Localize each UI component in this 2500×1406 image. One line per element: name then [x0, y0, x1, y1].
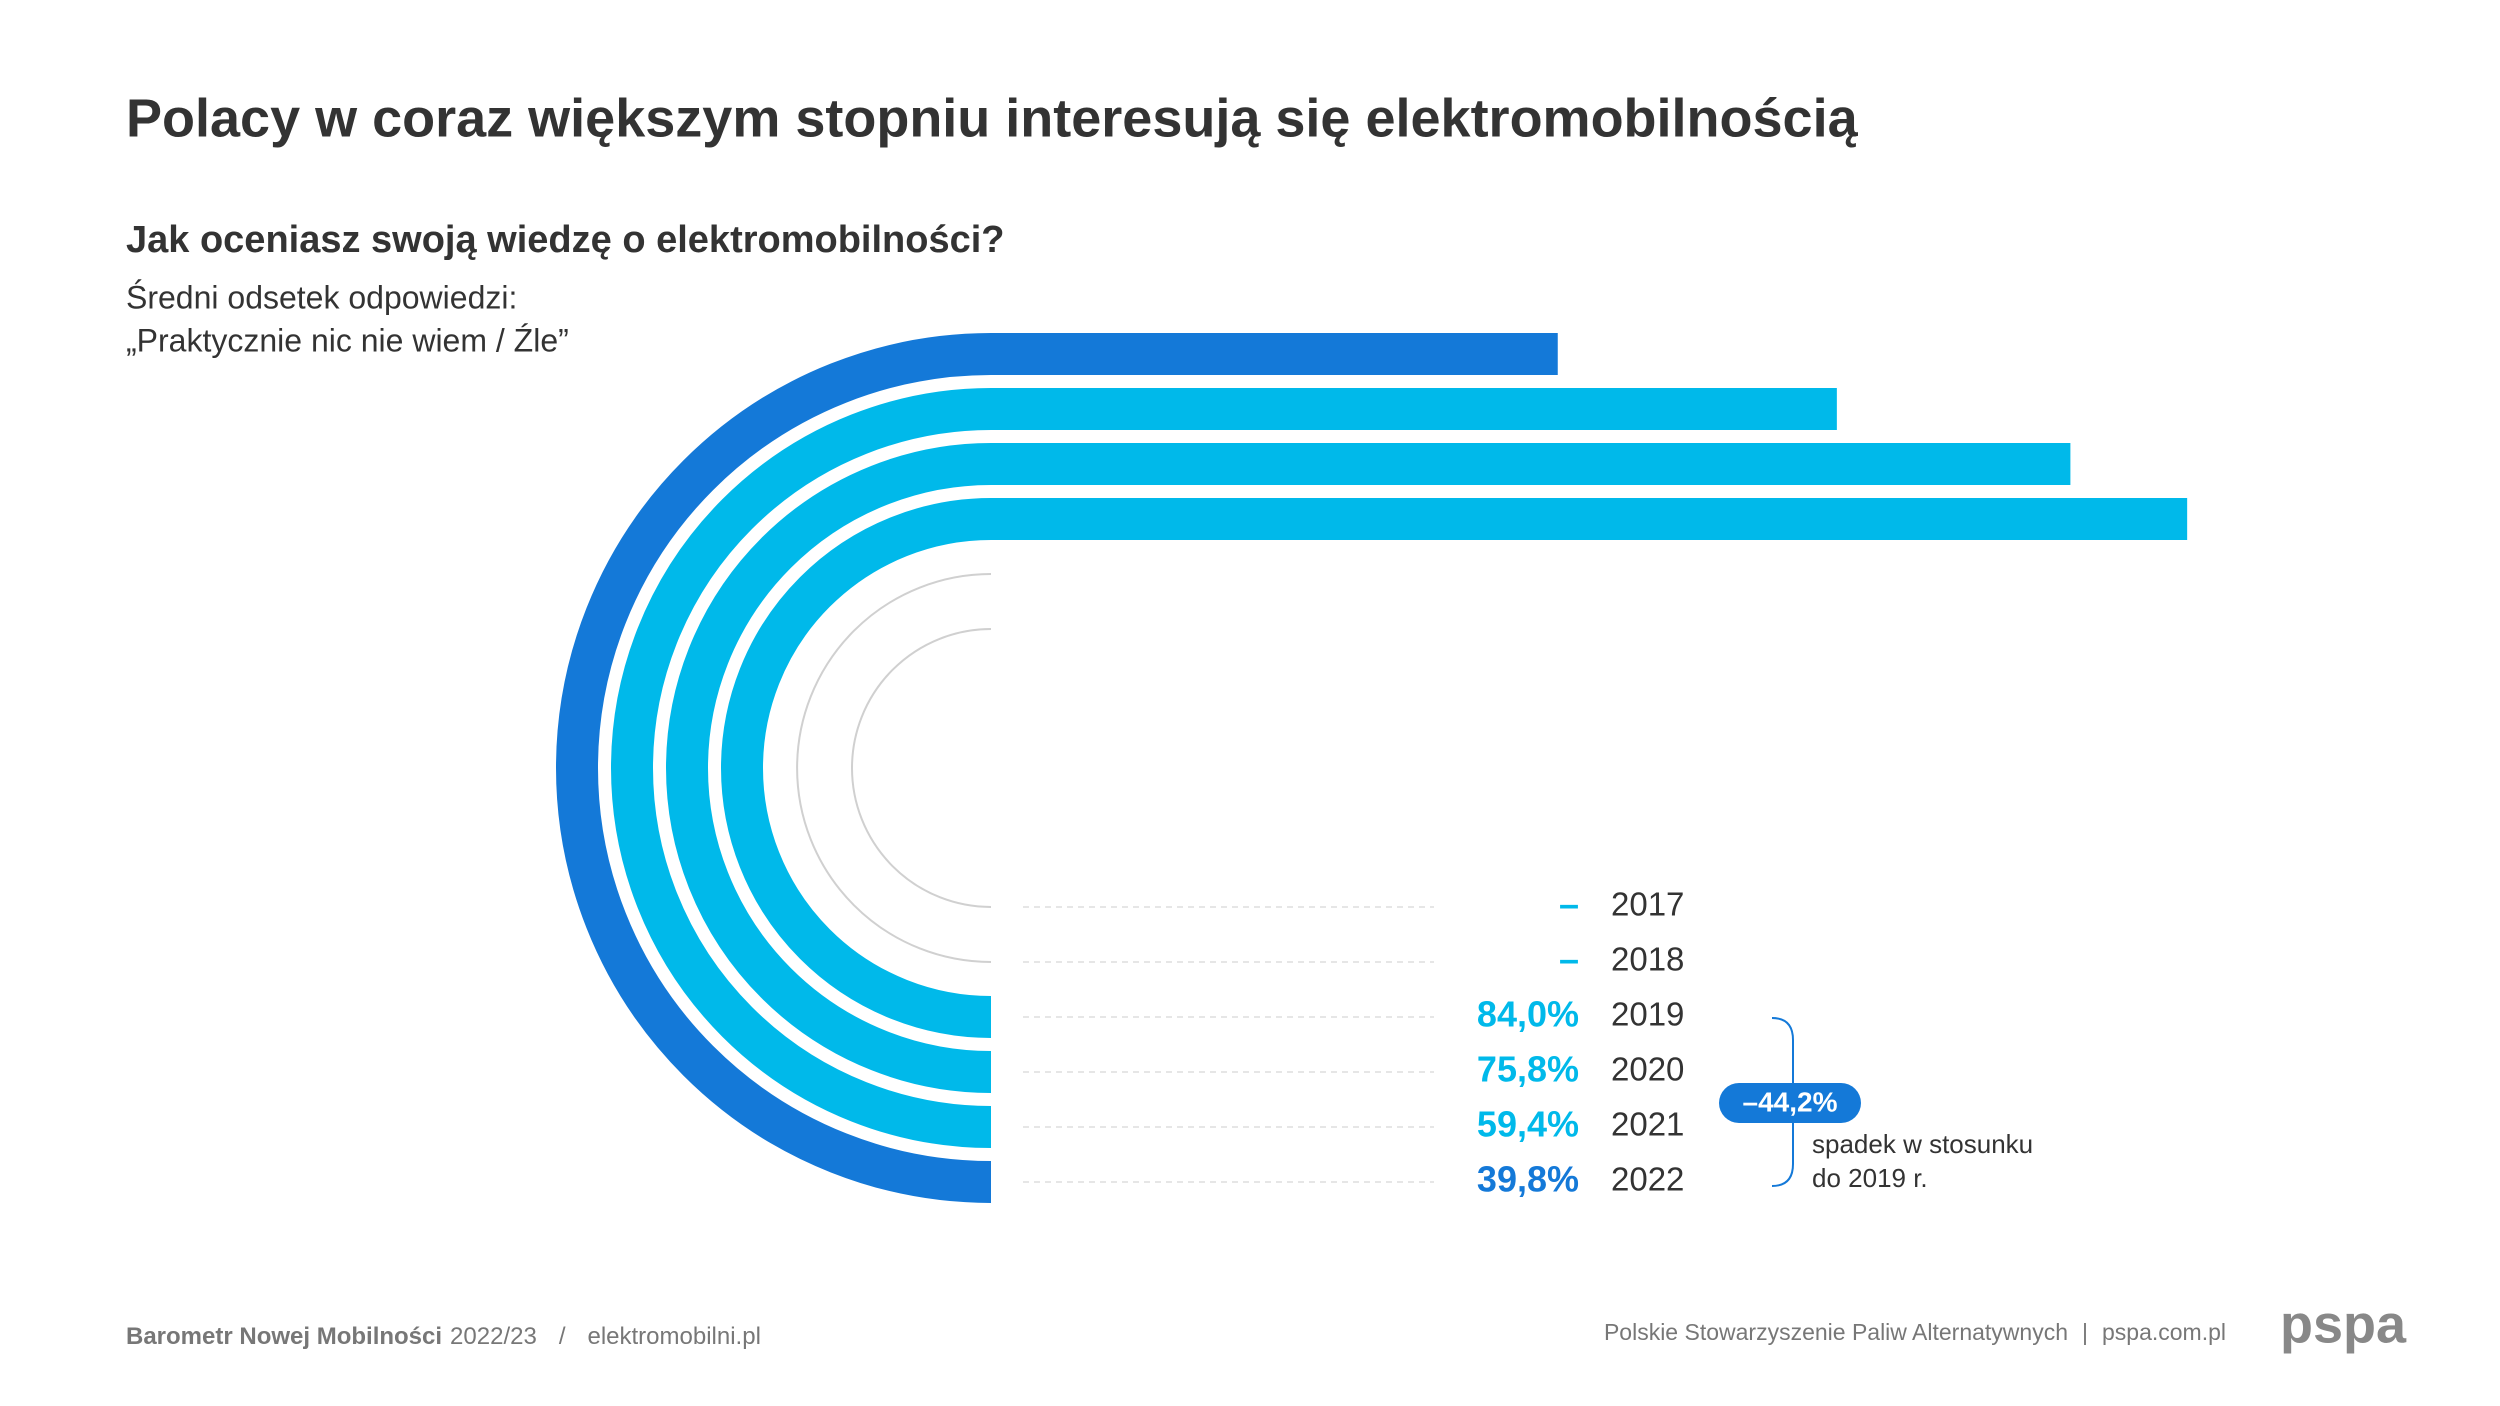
category-label: 2017	[1611, 886, 1684, 923]
footer-source: Barometr Nowej Mobilności 2022/23 / elektro…	[126, 1323, 761, 1350]
note: Średni odsetek odpowiedzi:	[126, 279, 517, 315]
category-label: 2020	[1611, 1051, 1684, 1088]
empty-ring	[851, 628, 992, 908]
change-pill	[1719, 1083, 1861, 1123]
chart-subtitle: Jak oceniasz swoją wiedzę o elektromobil…	[126, 219, 1005, 261]
footer-site: elektromobilni.pl	[587, 1323, 760, 1350]
footer-org-separator: |	[2082, 1319, 2088, 1345]
footer-source-name: Barometr Nowej Mobilności	[126, 1323, 442, 1350]
footer-separator: /	[559, 1323, 566, 1350]
logo: pspa	[2280, 1294, 2407, 1354]
ring-arc	[611, 388, 992, 1148]
change-text: do 2019 r.	[1812, 1163, 1928, 1193]
value-label: –	[1559, 939, 1579, 980]
value-label: 39,8%	[1477, 1159, 1579, 1200]
value-label: 84,0%	[1477, 994, 1579, 1035]
change-label: –44,2%	[1743, 1086, 1838, 1117]
ring-arc	[666, 443, 992, 1093]
ring-arc	[556, 333, 992, 1203]
bar	[991, 333, 1558, 375]
bar	[991, 498, 2188, 540]
value-label: 75,8%	[1477, 1049, 1579, 1090]
bar	[991, 388, 1837, 430]
bar	[991, 443, 2071, 485]
category-label: 2019	[1611, 996, 1684, 1033]
footer-org-site: pspa.com.pl	[2102, 1319, 2226, 1345]
footer-edition: 2022/23	[450, 1323, 537, 1350]
change-text: spadek w stosunku	[1812, 1129, 2033, 1159]
category-label: 2018	[1611, 941, 1684, 978]
category-label: 2022	[1611, 1161, 1684, 1198]
footer-org-name: Polskie Stowarzyszenie Paliw Alternatywn…	[1604, 1319, 2068, 1345]
value-label: 59,4%	[1477, 1104, 1579, 1145]
footer-org: Polskie Stowarzyszenie Paliw Alternatywn…	[1604, 1319, 2226, 1345]
chart-title: Polacy w coraz większym stopniu interesu…	[126, 88, 1859, 148]
note: „Praktycznie nic nie wiem / Źle”	[126, 322, 569, 358]
category-label: 2021	[1611, 1106, 1684, 1143]
empty-ring	[796, 573, 992, 963]
plot: –2017– 2018 84,0% 2019 75,8% 2020 59,4% 2021 39,…	[556, 333, 2188, 1203]
ring-arc	[721, 498, 992, 1038]
value-label: –	[1559, 884, 1579, 925]
